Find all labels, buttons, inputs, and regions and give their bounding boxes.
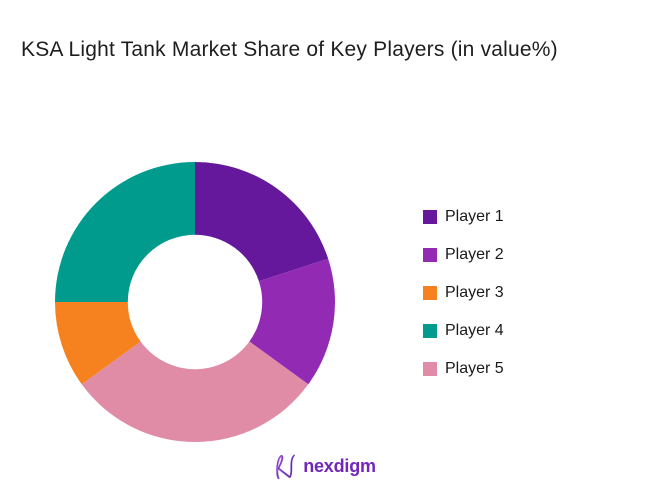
donut-slice-player-5 <box>81 341 309 442</box>
chart-legend: Player 1 Player 2 Player 3 Player 4 Player 5 <box>423 208 504 399</box>
legend-item-4: Player 4 <box>423 322 504 339</box>
donut-chart-svg <box>55 162 335 442</box>
legend-label: Player 2 <box>445 246 504 263</box>
legend-item-3: Player 3 <box>423 284 504 301</box>
chart-title: KSA Light Tank Market Share of Key Playe… <box>21 38 558 61</box>
legend-item-2: Player 2 <box>423 246 504 263</box>
legend-swatch <box>423 286 437 300</box>
legend-label: Player 3 <box>445 284 504 301</box>
donut-chart <box>55 162 335 442</box>
brand-footer: nexdigm <box>0 452 649 481</box>
legend-label: Player 5 <box>445 360 504 377</box>
legend-swatch <box>423 248 437 262</box>
brand-name: nexdigm <box>303 456 376 476</box>
legend-swatch <box>423 362 437 376</box>
legend-label: Player 1 <box>445 208 504 225</box>
donut-slice-player-3 <box>55 302 141 385</box>
legend-swatch <box>423 324 437 338</box>
donut-slice-player-1 <box>195 162 329 282</box>
donut-slice-player-2 <box>249 258 335 385</box>
legend-item-1: Player 1 <box>423 208 504 225</box>
legend-item-5: Player 5 <box>423 360 504 377</box>
legend-swatch <box>423 210 437 224</box>
legend-label: Player 4 <box>445 322 504 339</box>
nexdigm-logo-icon <box>276 454 296 480</box>
donut-slice-player-4 <box>55 162 195 302</box>
